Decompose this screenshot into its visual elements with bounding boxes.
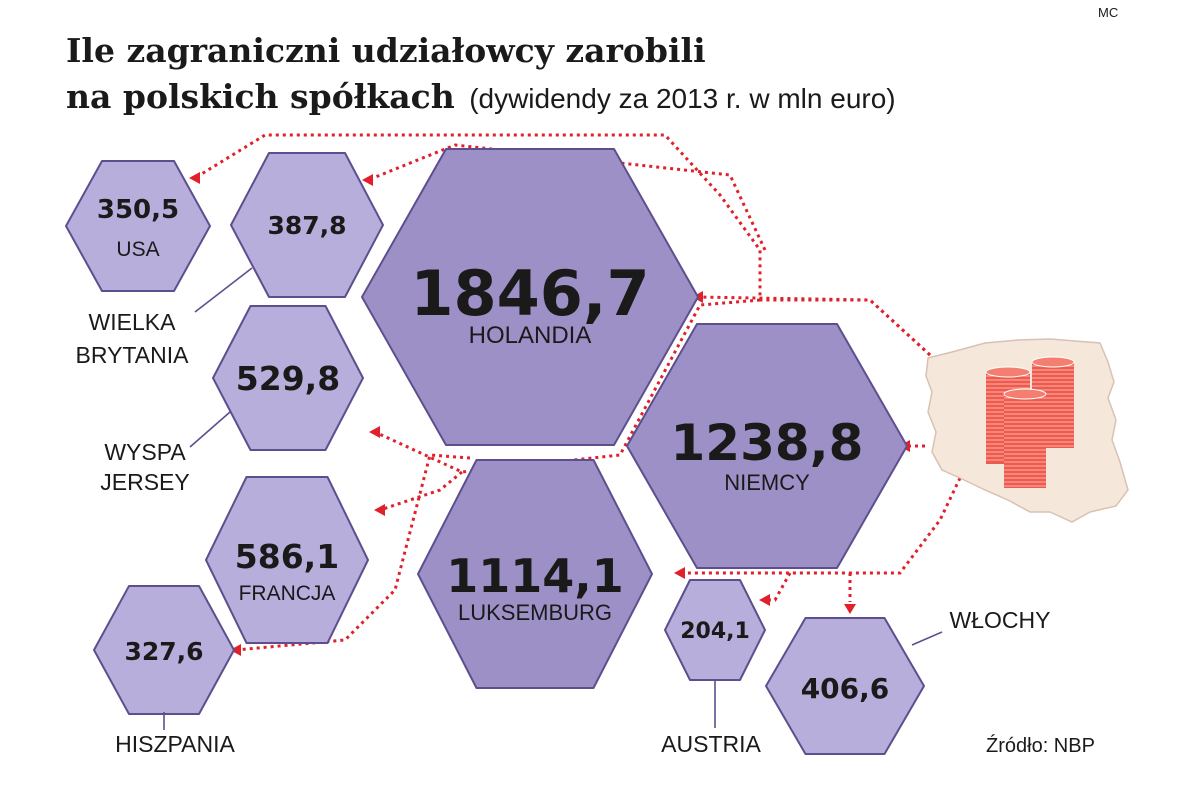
value-label-usa: 350,5 [97, 195, 179, 225]
hex-niemcy [626, 323, 908, 569]
country-label-wielka-brytania-line1: WIELKA [89, 309, 177, 335]
country-label-francja: FRANCJA [239, 582, 336, 605]
country-label-wielka-brytania-line2: BRYTANIA [76, 342, 190, 368]
hex-luksemburg [417, 459, 653, 689]
country-label-wyspa-jersey-line1: WYSPA [104, 439, 186, 465]
country-label-luksemburg: LUKSEMBURG [458, 600, 612, 625]
country-label-austria: AUSTRIA [661, 731, 761, 757]
country-label-usa: USA [116, 238, 159, 261]
leader-line-wlochy [911, 631, 943, 646]
value-label-luksemburg: 1114,1 [446, 549, 624, 603]
chart-title-line2: na polskich spółkach (dywidendy za 2013 … [66, 77, 896, 116]
chart-title-line2-text: na polskich spółkach [66, 77, 455, 116]
country-label-holandia: HOLANDIA [469, 322, 592, 349]
hex-marks [65, 148, 925, 755]
label-leaders [163, 267, 943, 730]
flow-arrow-wlochy [844, 573, 856, 614]
hex-wyspa-jersey [212, 305, 364, 451]
hex-hiszpania [93, 585, 235, 715]
country-label-hiszpania: HISZPANIA [115, 731, 235, 757]
chart-title-line1: Ile zagraniczni udziałowcy zarobili [66, 31, 706, 70]
value-label-hiszpania: 327,6 [124, 637, 203, 666]
source-text: Źródło: NBP [986, 734, 1095, 757]
hex-francja [205, 476, 369, 644]
flow-arrow-francja [374, 470, 463, 516]
leader-line-wyspa-jersey [189, 411, 231, 448]
flow-arrow-hiszpania [230, 453, 471, 656]
poland-map [925, 338, 1129, 523]
value-label-wyspa-jersey: 529,8 [236, 359, 340, 398]
value-label-francja: 586,1 [235, 537, 339, 576]
credit-text: MC [1098, 5, 1118, 20]
flow-arrow-austria [759, 572, 792, 606]
country-label-wlochy: WŁOCHY [950, 607, 1051, 633]
value-label-holandia: 1846,7 [410, 257, 649, 330]
hex-wlochy [765, 617, 925, 755]
hex-usa [65, 160, 211, 292]
flow-arrow-wyspa-jersey [369, 298, 761, 474]
leader-line-wielka-brytania [194, 267, 253, 313]
value-label-wlochy: 406,6 [801, 672, 890, 705]
hex-wielka-brytania [230, 152, 384, 298]
chart-subtitle: (dywidendy za 2013 r. w mln euro) [469, 83, 895, 114]
flow-arrow-wielka-brytania [362, 143, 767, 251]
flow-arrow-luksemburg [674, 477, 962, 579]
hex-holandia [361, 148, 699, 446]
hex-austria [664, 579, 766, 681]
value-label-wielka-brytania: 387,8 [267, 211, 346, 240]
country-label-niemcy: NIEMCY [724, 470, 810, 495]
country-label-wyspa-jersey-line2: JERSEY [100, 469, 189, 495]
coin-stack-3 [1003, 388, 1047, 488]
value-label-niemcy: 1238,8 [671, 414, 864, 472]
value-label-austria: 204,1 [680, 619, 750, 644]
